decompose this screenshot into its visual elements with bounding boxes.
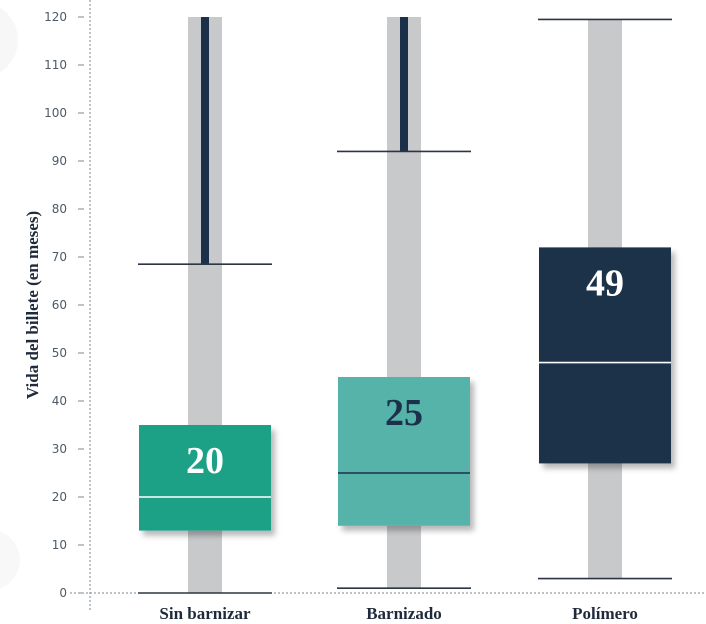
y-axis-label: Vida del billete (en meses): [23, 211, 42, 399]
box-group: 20 Sin barnizar: [138, 17, 272, 623]
category-label: Polímero: [572, 604, 638, 623]
y-tick-label: 70: [52, 250, 67, 264]
box-group: 25 Barnizado: [337, 17, 471, 623]
iqr-box: [139, 425, 271, 531]
y-tick-label: 50: [52, 346, 67, 360]
iqr-box: [539, 247, 671, 464]
y-tick-label: 120: [44, 10, 67, 24]
box-group: 49 Polímero: [538, 18, 672, 623]
median-value-label: 25: [385, 392, 423, 434]
category-label: Sin barnizar: [159, 604, 251, 623]
category-label: Barnizado: [366, 604, 442, 623]
upper-extension: [201, 17, 209, 265]
y-tick-label: 20: [52, 490, 67, 504]
boxes-layer: 20 Sin barnizar 25 Barnizado 49 Polímero: [138, 17, 672, 623]
median-value-label: 49: [586, 262, 624, 304]
y-tick-label: 30: [52, 442, 67, 456]
y-tick-label: 60: [52, 298, 67, 312]
y-tick-label: 40: [52, 394, 67, 408]
median-value-label: 20: [186, 440, 224, 482]
upper-extension: [400, 17, 408, 152]
iqr-box: [338, 377, 470, 526]
y-tick-label: 100: [44, 106, 67, 120]
y-tick-label: 90: [52, 154, 67, 168]
y-tick-label: 10: [52, 538, 67, 552]
y-tick-label: 0: [59, 586, 67, 600]
y-tick-label: 110: [44, 58, 67, 72]
y-tick-label: 80: [52, 202, 67, 216]
background-decoration: [0, 7, 20, 589]
